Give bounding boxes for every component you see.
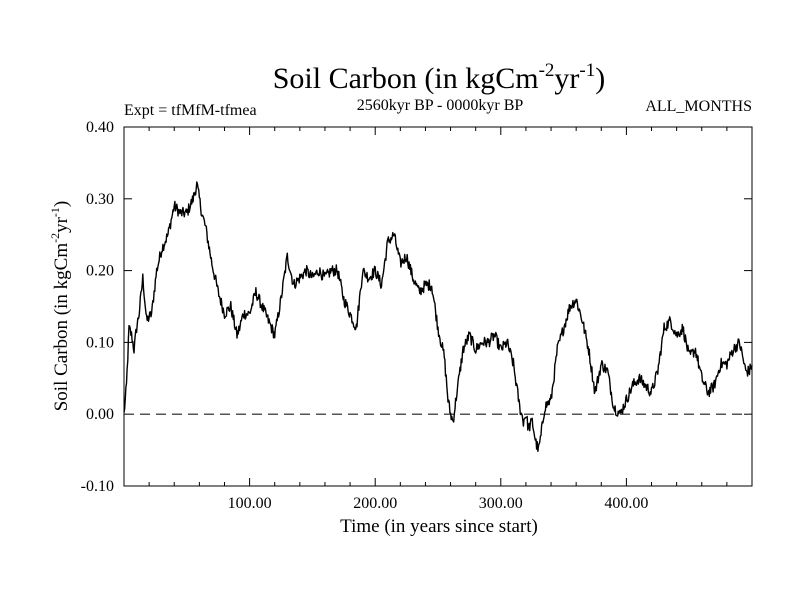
y-tick-label: 0.00 [86, 406, 114, 423]
y-axis-label-mid: yr [51, 216, 72, 233]
chart-title-main: Soil Carbon (in kgCm [273, 62, 539, 95]
chart-title-end: ) [595, 62, 605, 95]
x-tick-label: 200.00 [353, 495, 397, 512]
series-layer [123, 181, 753, 452]
chart-title: Soil Carbon (in kgCm-2yr-1) [273, 60, 606, 95]
y-tick-label: 0.30 [86, 191, 114, 208]
y-tick-label: 0.20 [86, 263, 114, 280]
y-axis-label-sup2: -1 [48, 207, 62, 217]
series-line-soil-carbon [123, 181, 753, 452]
plot-frame [123, 126, 753, 487]
subtitle-experiment: Expt = tfMfM-tfmea [124, 102, 257, 119]
x-axis-label: Time (in years since start) [340, 516, 538, 537]
y-axis-label: Soil Carbon (in kgCm-2yr-1) [48, 201, 72, 412]
subtitle-months: ALL_MONTHS [645, 98, 752, 115]
y-axis-label-end: ) [51, 201, 72, 207]
svg-text:Soil Carbon (in kgCm-2yr-1): Soil Carbon (in kgCm-2yr-1) [48, 201, 72, 412]
x-tick-label: 400.00 [604, 495, 648, 512]
subtitle-period: 2560kyr BP - 0000kyr BP [357, 97, 524, 114]
chart-title-sup1: -2 [539, 60, 555, 81]
y-tick-label: 0.10 [86, 334, 114, 351]
chart-title-mid: yr [554, 62, 579, 95]
x-tick-label: 300.00 [479, 495, 523, 512]
y-axis-label-main: Soil Carbon (in kgCm [51, 243, 72, 412]
y-tick-label: -0.10 [81, 478, 114, 495]
y-tick-label: 0.40 [86, 119, 114, 136]
y-axis-label-sup1: -2 [48, 233, 62, 243]
chart-title-sup2: -1 [579, 60, 595, 81]
x-tick-label: 100.00 [228, 495, 272, 512]
